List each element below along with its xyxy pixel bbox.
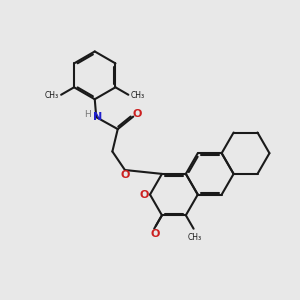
Text: CH₃: CH₃ — [131, 91, 145, 100]
Text: N: N — [93, 112, 103, 122]
Text: H: H — [85, 110, 91, 119]
Text: O: O — [139, 190, 149, 200]
Text: O: O — [133, 109, 142, 119]
Text: O: O — [120, 170, 130, 180]
Text: CH₃: CH₃ — [188, 233, 202, 242]
Text: CH₃: CH₃ — [45, 91, 59, 100]
Text: O: O — [151, 229, 160, 239]
